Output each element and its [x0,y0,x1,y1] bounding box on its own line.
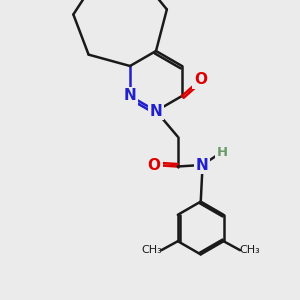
Text: O: O [148,158,161,172]
Text: N: N [150,103,162,118]
Text: N: N [196,158,208,172]
Text: N: N [124,88,136,104]
Text: CH₃: CH₃ [239,245,260,255]
Text: O: O [194,72,207,87]
Text: CH₃: CH₃ [141,245,162,255]
Text: H: H [216,146,228,159]
